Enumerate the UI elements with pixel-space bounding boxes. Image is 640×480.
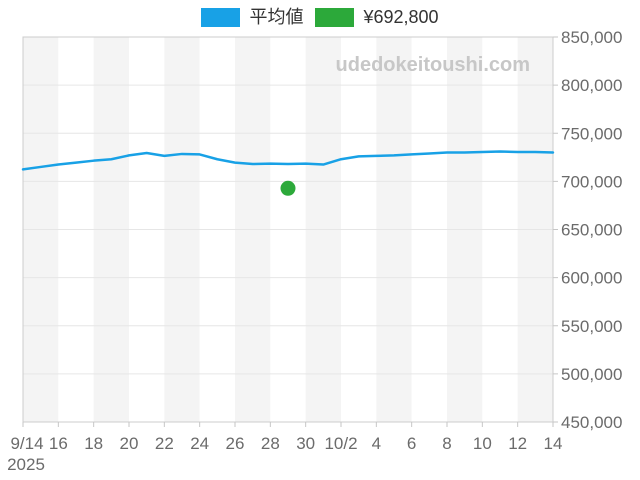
average-series-swatch <box>201 7 241 27</box>
x-axis-label: 9/14 <box>10 434 43 453</box>
legend-item-current-price[interactable]: ¥692,800 <box>315 6 439 28</box>
chart-legend: 平均値 ¥692,800 <box>0 6 640 28</box>
y-axis-label: 650,000 <box>561 221 622 240</box>
y-axis-label: 450,000 <box>561 413 622 432</box>
x-axis-label: 8 <box>442 434 451 453</box>
y-axis-label: 500,000 <box>561 365 622 384</box>
y-axis-label: 550,000 <box>561 317 622 336</box>
y-axis-label: 800,000 <box>561 76 622 95</box>
legend-item-average[interactable]: 平均値 <box>201 6 303 28</box>
x-axis-label: 26 <box>226 434 245 453</box>
x-axis-label: 6 <box>407 434 416 453</box>
x-axis-label: 22 <box>155 434 174 453</box>
x-axis-year-label: 2025 <box>7 455 45 474</box>
y-axis-label: 700,000 <box>561 172 622 191</box>
x-axis-label: 10/2 <box>324 434 357 453</box>
x-axis-label: 10 <box>473 434 492 453</box>
x-axis-label: 12 <box>508 434 527 453</box>
current-price-swatch <box>315 7 355 27</box>
x-axis-label: 18 <box>84 434 103 453</box>
x-axis-label: 28 <box>261 434 280 453</box>
current-price-dot[interactable] <box>280 180 296 196</box>
current-price-label: ¥692,800 <box>363 7 439 27</box>
average-price-line[interactable] <box>21 150 555 171</box>
watermark: udedokeitoushi.com <box>336 54 530 76</box>
x-axis-label: 16 <box>49 434 68 453</box>
x-axis-label: 14 <box>544 434 563 453</box>
y-axis-label: 750,000 <box>561 124 622 143</box>
x-axis-label: 4 <box>372 434 381 453</box>
x-axis-label: 24 <box>190 434 209 453</box>
x-axis-label: 30 <box>296 434 315 453</box>
y-axis-label: 850,000 <box>561 28 622 47</box>
x-axis-label: 20 <box>120 434 139 453</box>
y-axis-label: 600,000 <box>561 269 622 288</box>
average-series-label: 平均値 <box>249 7 304 27</box>
